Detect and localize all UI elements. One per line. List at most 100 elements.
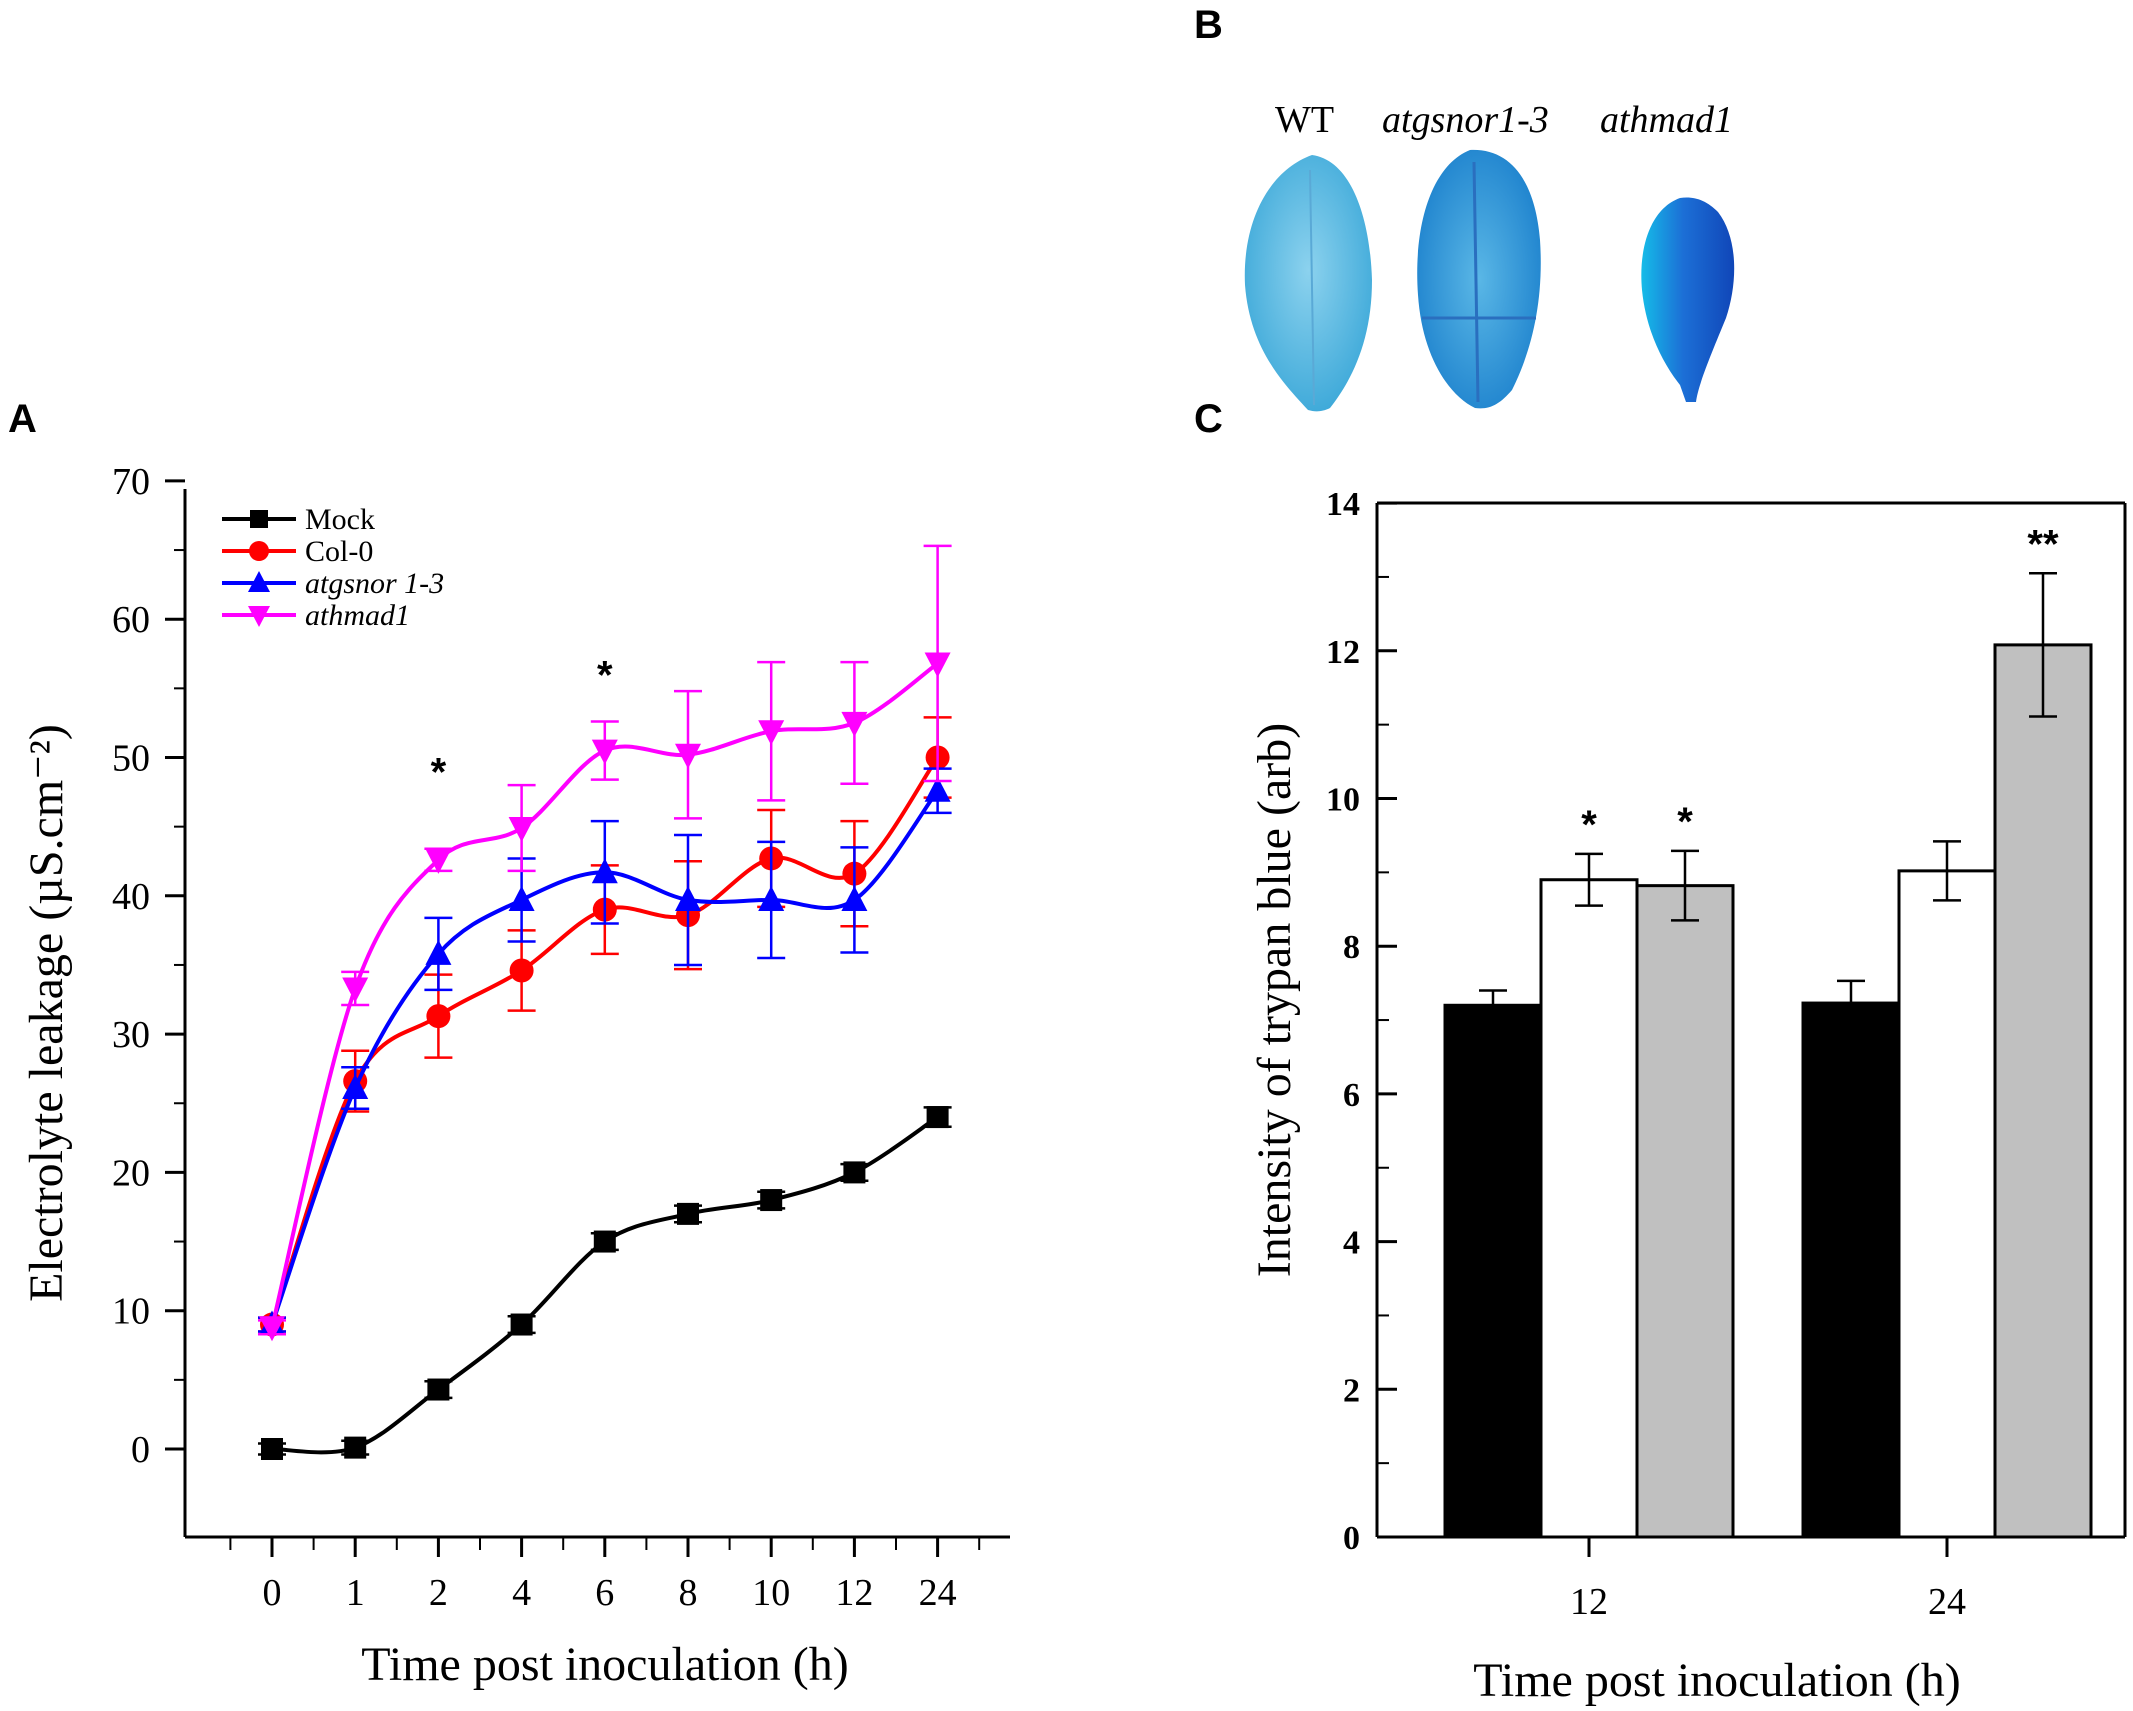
data-point: [924, 652, 951, 678]
x-tick-label: 4: [512, 1572, 531, 1614]
series-line: [270, 661, 939, 1328]
y-tick-label: 30: [112, 1014, 150, 1056]
bar-bar_col0: [1443, 1003, 1543, 1539]
x-tick-label: 2: [429, 1572, 448, 1614]
x-tick-label: 8: [679, 1572, 698, 1614]
y-tick-label: 0: [1343, 1520, 1360, 1557]
x-tick-label: 12: [1570, 1581, 1608, 1623]
data-point: [425, 848, 452, 874]
bar-bar_atgsnor: [1897, 869, 1997, 1539]
significance-star: *: [1581, 803, 1597, 847]
y-tick-label: 14: [1326, 486, 1360, 523]
legend-marker: [248, 571, 270, 592]
data-point: [758, 885, 785, 911]
data-point: [508, 885, 535, 911]
chart-c-y-title: Intensity of trypan blue (arb): [1248, 723, 1301, 1277]
chart-a-series: [258, 544, 952, 1460]
chart-a-y-ticks: 0 10 20 30 40 50 60 70: [112, 461, 185, 1471]
data-point: [843, 1161, 866, 1184]
chart-c-bars: [1443, 572, 2093, 1539]
y-tick-label: 12: [1326, 634, 1360, 671]
significance-star: *: [1677, 800, 1693, 844]
legend-marker: [250, 510, 268, 528]
data-point: [593, 1230, 616, 1253]
y-tick-label: 8: [1343, 929, 1360, 966]
panel-b-leaves: WT atgsnor1-3 athmad1: [1244, 99, 1735, 412]
leaf-vein-atgsnor: [1422, 161, 1536, 403]
y-tick-label: 50: [112, 738, 150, 780]
leaf-vein-wt: [1309, 169, 1315, 406]
series-mock: [258, 1106, 952, 1460]
x-tick-label: 12: [835, 1572, 873, 1614]
x-tick-label: 24: [919, 1572, 957, 1614]
legend-item-atgsnor: atgsnor 1-3: [222, 567, 444, 600]
data-point: [841, 885, 868, 911]
chart-a-annotations: **: [431, 654, 613, 795]
chart-a-x-title: Time post inoculation (h): [361, 1638, 849, 1691]
leaf-label-wt: WT: [1275, 99, 1334, 141]
y-tick-label: 40: [112, 876, 150, 918]
bar-bar_col0: [1801, 1001, 1901, 1539]
chart-c-x-title: Time post inoculation (h): [1473, 1654, 1961, 1707]
chart-a-y-title: Electrolyte leakage (µS.cm⁻²): [20, 724, 73, 1302]
data-point: [508, 817, 535, 843]
leaf-label-atgsnor: atgsnor1-3: [1382, 99, 1549, 141]
x-tick-label: 1: [346, 1572, 365, 1614]
y-tick-label: 2: [1343, 1372, 1360, 1409]
data-point: [426, 1004, 451, 1029]
significance-star: *: [431, 750, 447, 794]
x-tick-label: 24: [1928, 1581, 1966, 1623]
chart-a-x-ticks: 0 1 2 4 6 8 10 12 24: [229, 1537, 981, 1614]
series-atgsnor: [258, 767, 952, 1336]
chart-a-axes: [183, 489, 1010, 1539]
data-point: [259, 1316, 285, 1342]
significance-star: **: [2027, 522, 2059, 566]
data-point: [509, 958, 534, 983]
data-point: [841, 711, 868, 737]
chart-c-x-ticks: 12 24: [1570, 1537, 1966, 1623]
significance-star: *: [597, 654, 613, 698]
data-point: [677, 1202, 699, 1225]
y-tick-label: 0: [131, 1429, 150, 1471]
leaf-image-wt: [1244, 155, 1372, 412]
panel-letter-a: A: [8, 397, 37, 441]
data-point: [425, 939, 452, 965]
data-point: [510, 1313, 533, 1336]
legend-item-col0: Col-0: [222, 535, 373, 568]
data-point: [758, 720, 785, 746]
data-point: [675, 885, 701, 911]
y-tick-label: 60: [112, 599, 150, 641]
legend-label: atgsnor 1-3: [305, 567, 444, 600]
x-tick-label: 10: [752, 1572, 790, 1614]
data-point: [427, 1378, 450, 1401]
legend-label: Mock: [305, 503, 375, 536]
data-point: [344, 1436, 367, 1459]
legend-marker: [249, 541, 269, 561]
leaf-label-athmad: athmad1: [1600, 99, 1733, 141]
y-tick-label: 4: [1343, 1225, 1360, 1262]
legend-marker: [248, 606, 270, 627]
data-point: [591, 739, 618, 765]
y-tick-label: 70: [112, 461, 150, 503]
panel-letter-c: C: [1194, 397, 1223, 441]
data-point: [342, 977, 369, 1003]
bar-bar_athmad: [1993, 643, 2093, 1539]
data-point: [760, 1189, 783, 1212]
leaf-image-atgsnor: [1417, 149, 1541, 409]
chart-c-y-ticks: 0 2 4 6 8 10 12 14: [1326, 486, 1397, 1557]
y-tick-label: 6: [1343, 1077, 1360, 1114]
series-athmad: [258, 544, 952, 1342]
y-tick-label: 20: [112, 1152, 150, 1194]
data-point: [924, 776, 951, 802]
y-tick-label: 10: [1326, 782, 1360, 819]
chart-c-annotations: * ***: [1581, 522, 2059, 847]
data-point: [675, 743, 701, 769]
bar-bar_athmad: [1635, 884, 1735, 1539]
data-point: [926, 1106, 949, 1129]
x-tick-label: 6: [595, 1572, 614, 1614]
legend-label: Col-0: [305, 535, 373, 568]
